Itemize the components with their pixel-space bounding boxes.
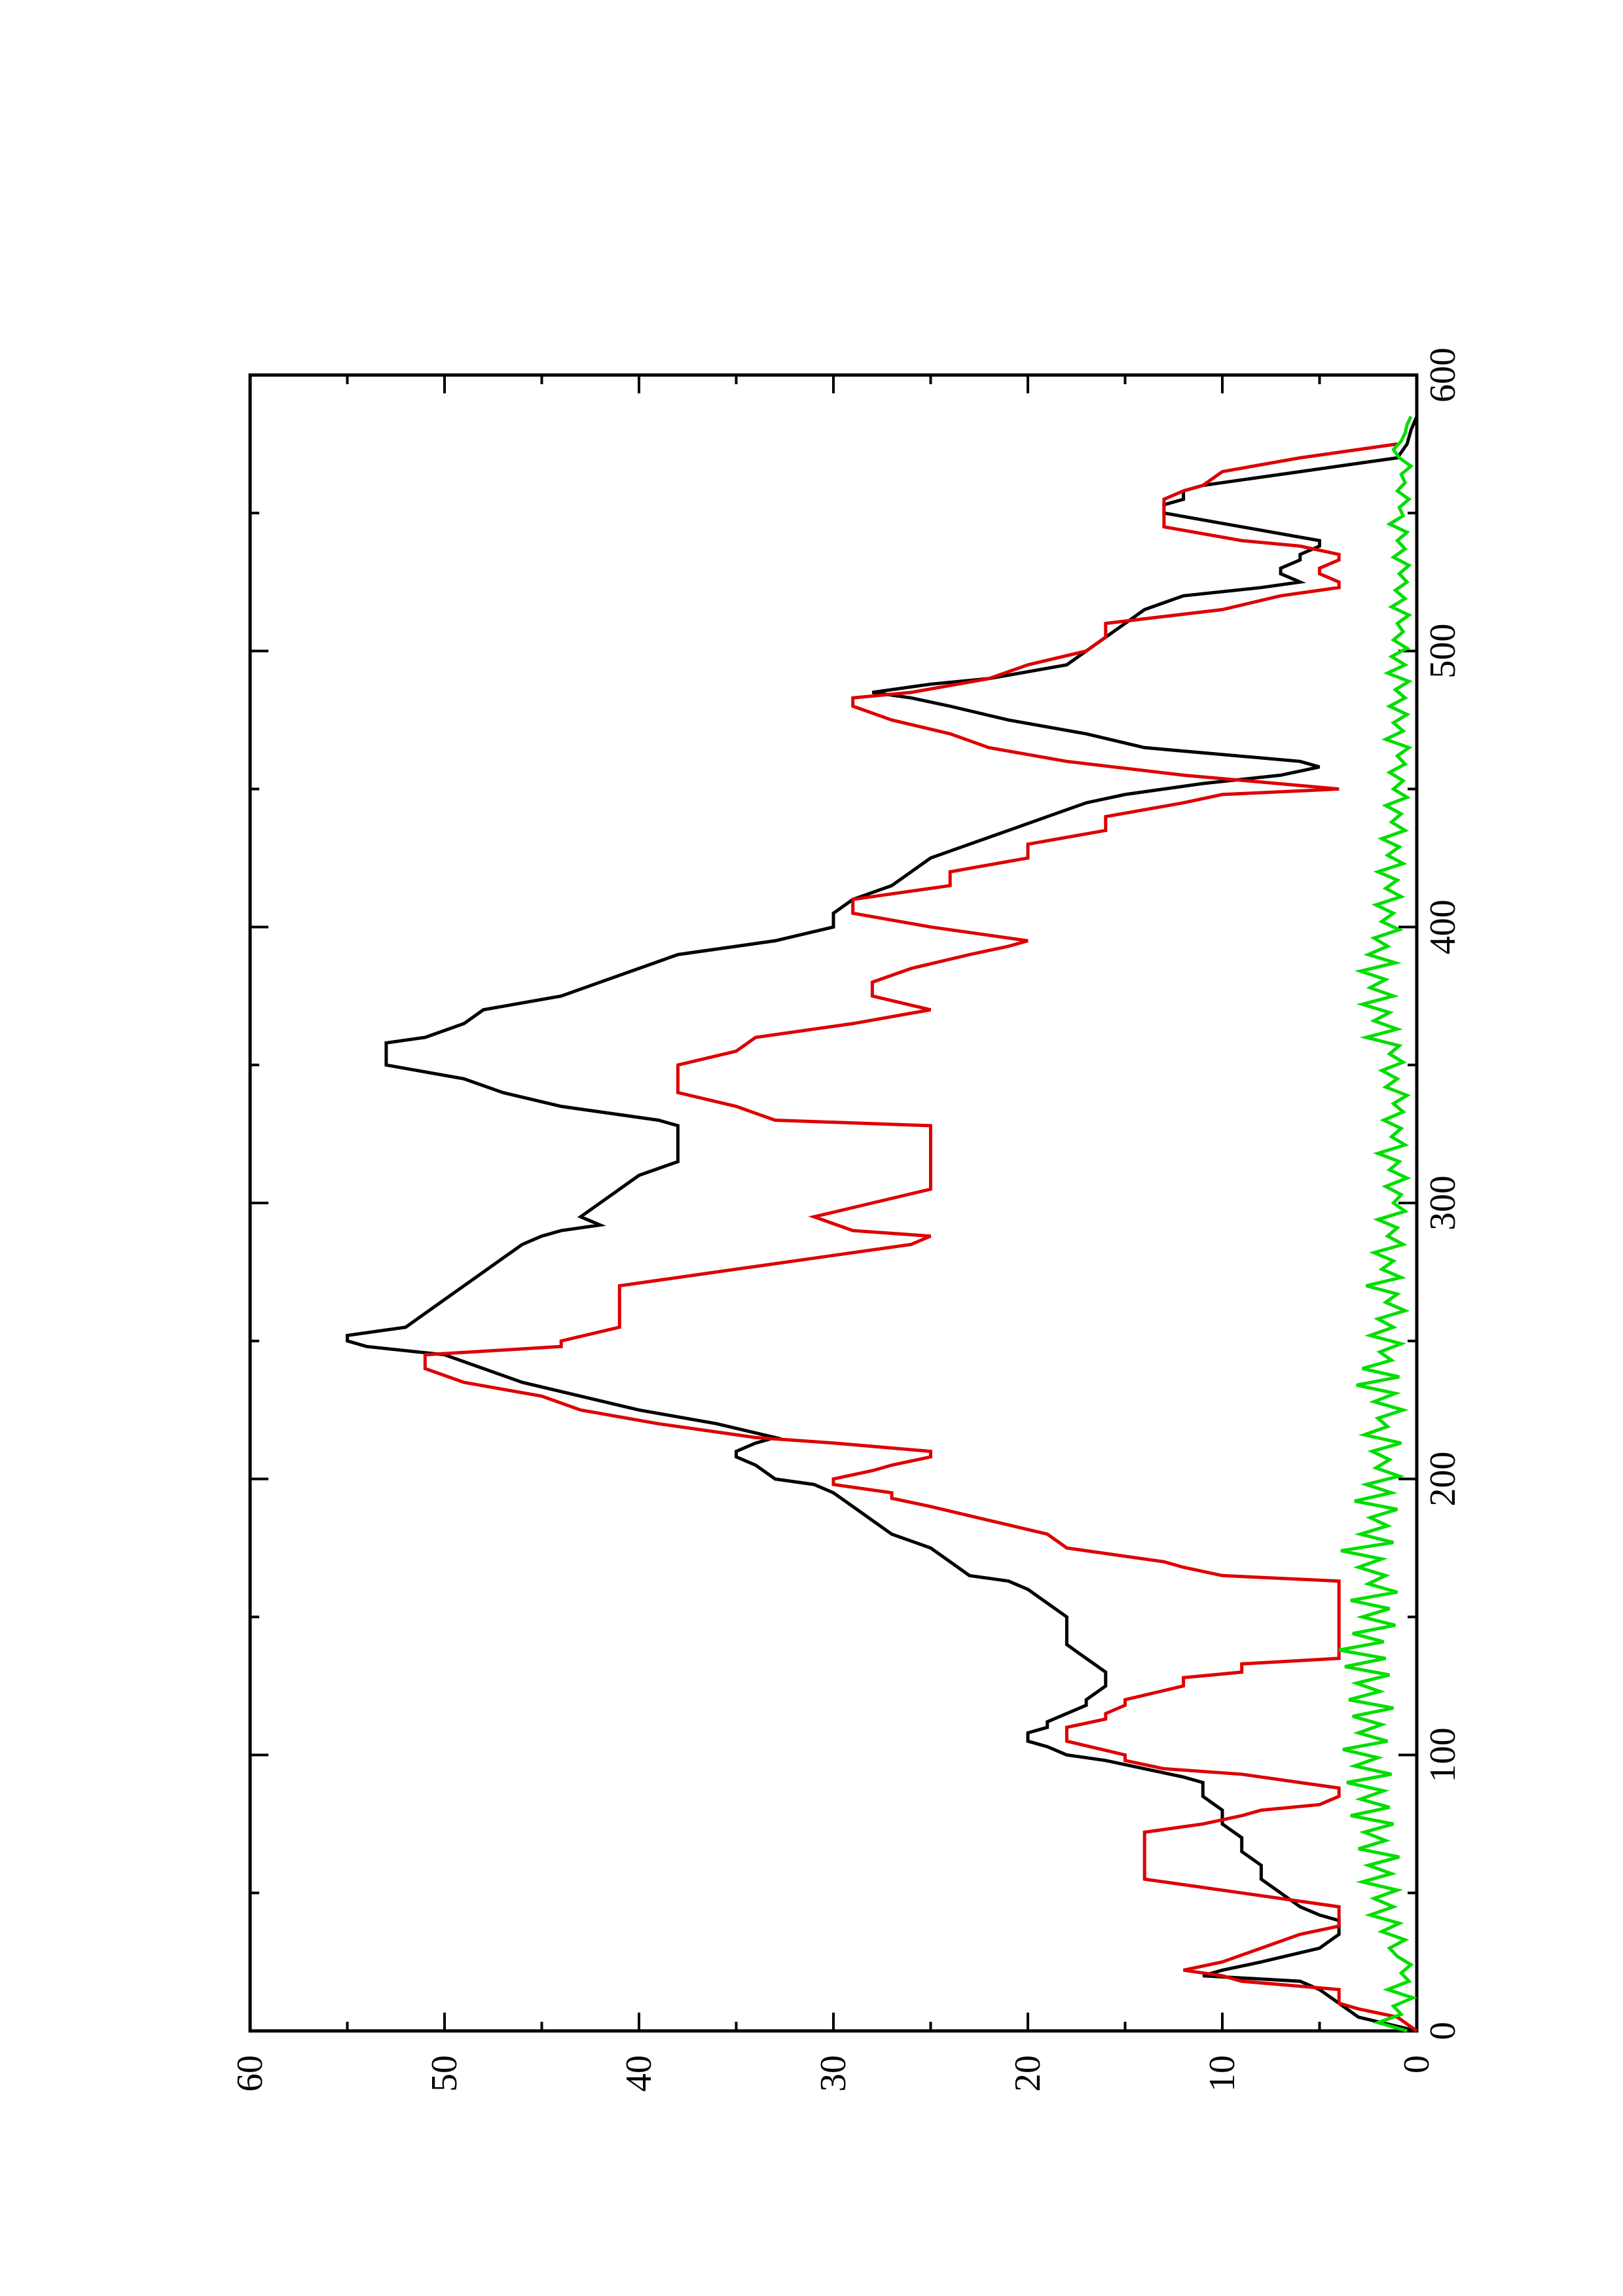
x-tick-label: 600 xyxy=(1423,348,1463,403)
plot-frame xyxy=(248,373,1419,2033)
x-tick-label: 100 xyxy=(1423,1727,1463,1782)
series-black-line xyxy=(346,416,1419,2033)
x-tick-label: 300 xyxy=(1423,1175,1463,1230)
x-tick-label: 0 xyxy=(1423,2022,1463,2040)
x-tick-label: 400 xyxy=(1423,899,1463,954)
y-tick-label: 0 xyxy=(1396,2055,1437,2073)
y-tick-label: 10 xyxy=(1202,2055,1243,2092)
x-tick-label: 500 xyxy=(1423,624,1463,679)
axis-ticks xyxy=(249,374,1418,2032)
x-tick-label: 200 xyxy=(1423,1452,1463,1507)
y-tick-label: 30 xyxy=(813,2055,854,2092)
series-green-line xyxy=(1338,416,1418,2033)
series-group xyxy=(346,416,1419,2033)
y-tick-label: 20 xyxy=(1008,2055,1048,2092)
series-red-line xyxy=(423,442,1418,2033)
y-tick-label: 50 xyxy=(424,2055,465,2092)
y-tick-label: 40 xyxy=(619,2055,659,2092)
tick-labels: 0 100 200 300 400 500 600 0 10 20 30 40 50 60 xyxy=(230,348,1463,2092)
y-tick-label: 60 xyxy=(230,2055,270,2092)
